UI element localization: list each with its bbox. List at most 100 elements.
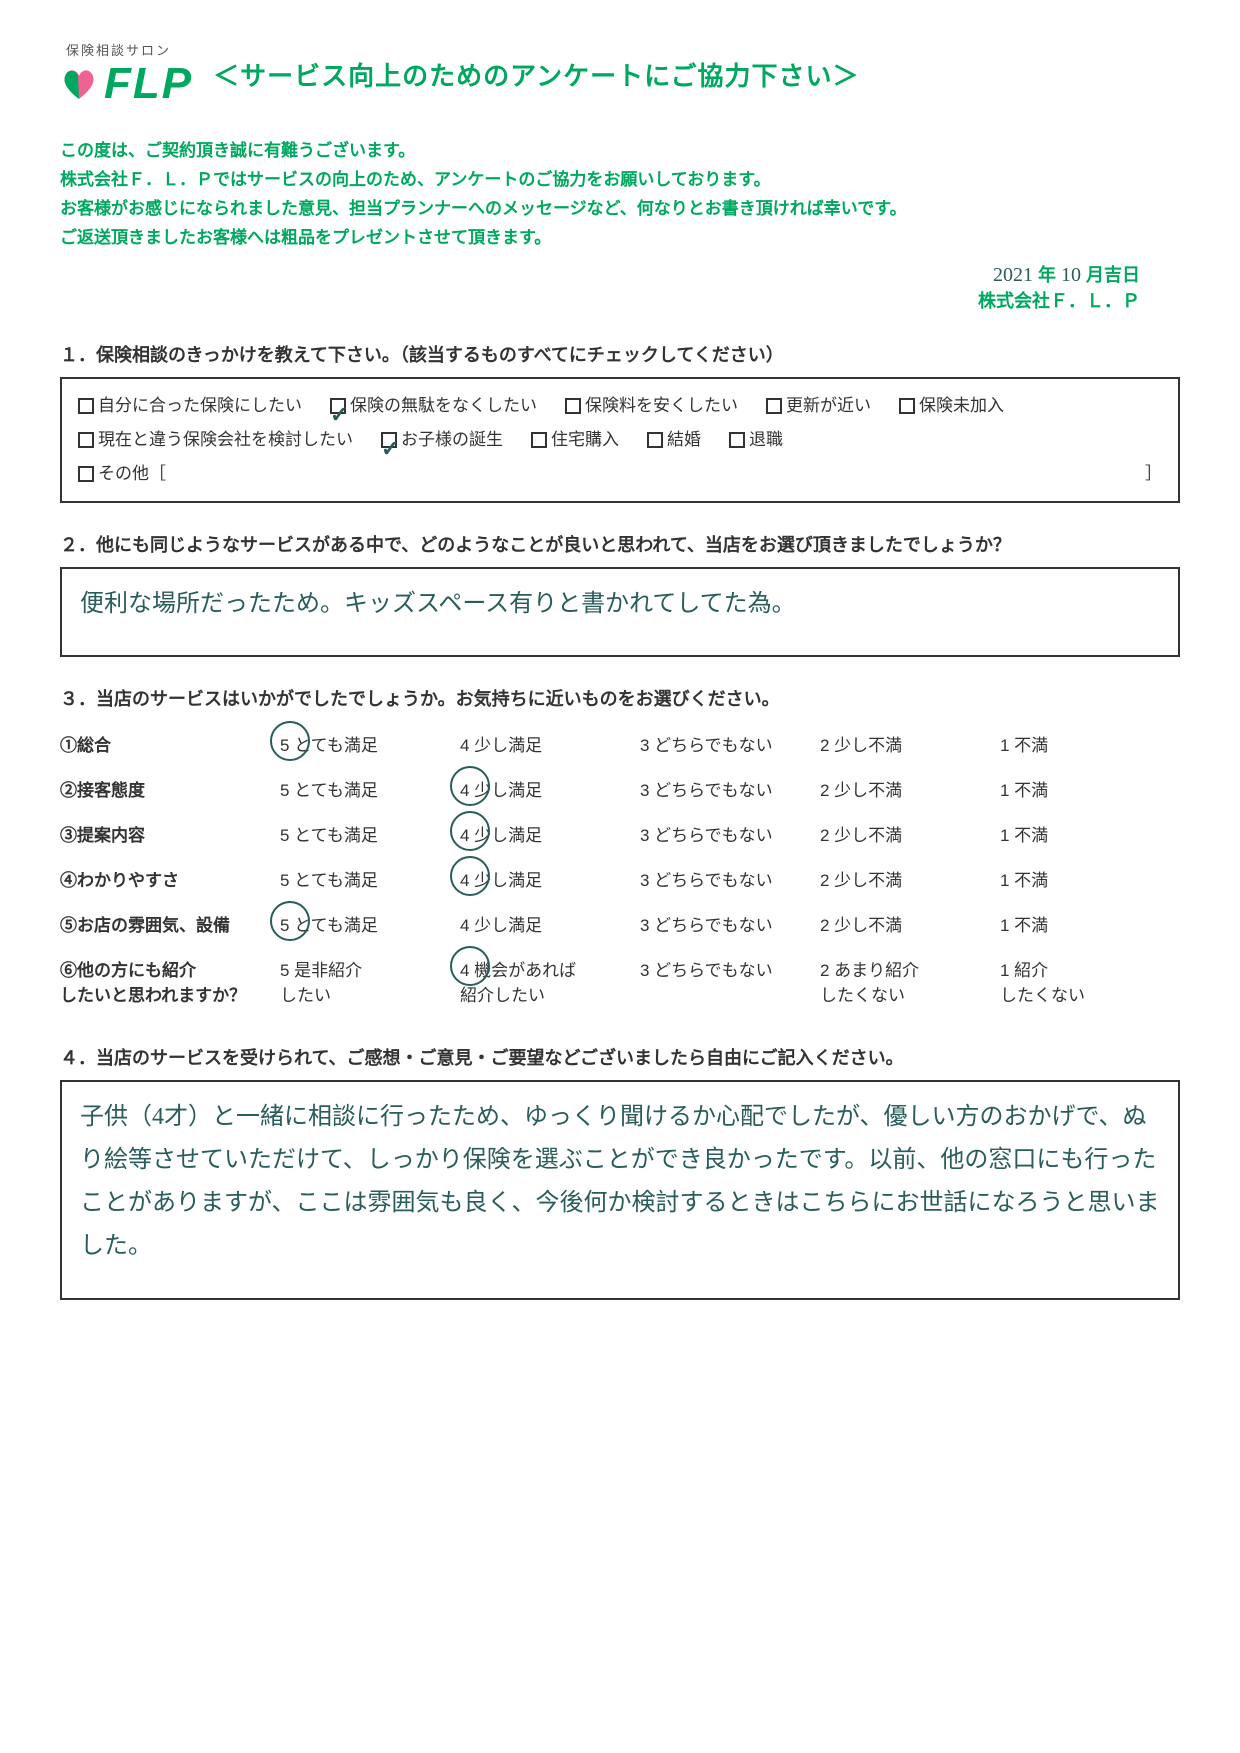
rating-option[interactable]: 1 不満 <box>1000 866 1180 891</box>
rating-option[interactable]: 3 どちらでもない <box>640 911 820 936</box>
q1-label: １．保険相談のきっかけを教えて下さい。（該当するものすべてにチェックしてください… <box>60 341 1180 367</box>
rating-option[interactable]: 4 少し満足 <box>460 731 640 756</box>
company-name: 株式会社Ｆ．Ｌ．Ｐ <box>60 287 1140 313</box>
q4-answer: 子供（4才）と一緒に相談に行ったため、ゆっくり聞けるか心配でしたが、優しい方のお… <box>80 1096 1160 1269</box>
q1-option-label: 退職 <box>749 423 783 457</box>
q1-option[interactable]: 保険料を安くしたい <box>565 389 738 423</box>
rating-label: ①総合 <box>60 731 280 756</box>
rating-option[interactable]: 5 是非紹介したい <box>280 956 460 1006</box>
q1-option-label: お子様の誕生 <box>401 423 503 457</box>
rating-label: ③提案内容 <box>60 821 280 846</box>
checkbox-icon <box>531 432 547 448</box>
year-hand: 2021 <box>993 264 1033 286</box>
rating-label: ⑤お店の雰囲気、設備 <box>60 911 280 936</box>
rating-option[interactable]: 4 少し満足 <box>460 776 640 801</box>
rating-option[interactable]: 3 どちらでもない <box>640 821 820 846</box>
q4-answer-box[interactable]: 子供（4才）と一緒に相談に行ったため、ゆっくり聞けるか心配でしたが、優しい方のお… <box>60 1080 1180 1300</box>
rating-option[interactable]: 3 どちらでもない <box>640 866 820 891</box>
logo-tagline: 保険相談サロン <box>66 40 193 59</box>
checkbox-icon <box>78 432 94 448</box>
rating-option[interactable]: 5 とても満足 <box>280 866 460 891</box>
q1-option[interactable]: 現在と違う保険会社を検討したい <box>78 423 353 457</box>
q1-option-label: 現在と違う保険会社を検討したい <box>98 423 353 457</box>
q1-option[interactable]: 自分に合った保険にしたい <box>78 389 302 423</box>
checkbox-icon <box>766 398 782 414</box>
rating-option[interactable]: 1 不満 <box>1000 731 1180 756</box>
rating-option[interactable]: 2 少し不満 <box>820 776 1000 801</box>
rating-option[interactable]: 3 どちらでもない <box>640 731 820 756</box>
circle-mark-icon <box>450 856 490 896</box>
rating-option[interactable]: 2 少し不満 <box>820 911 1000 936</box>
q1-option-label: 住宅購入 <box>551 423 619 457</box>
intro-block: この度は、ご契約頂き誠に有難うございます。 株式会社Ｆ．Ｌ．Ｐではサービスの向上… <box>60 137 1180 253</box>
q4-label: ４．当店のサービスを受けられて、ご感想・ご意見・ご要望などございましたら自由にご… <box>60 1044 1180 1070</box>
rating-option[interactable]: 3 どちらでもない <box>640 776 820 801</box>
heart-icon <box>60 67 98 101</box>
checkbox-icon <box>78 466 94 482</box>
q1-option-label: 保険未加入 <box>919 389 1004 423</box>
q1-option[interactable]: 住宅購入 <box>531 423 619 457</box>
intro-line: お客様がお感じになられました意見、担当プランナーへのメッセージなど、何なりとお書… <box>60 195 1180 224</box>
q1-other[interactable]: その他［ <box>78 457 166 491</box>
logo: 保険相談サロン FLP <box>60 40 193 109</box>
rating-option[interactable]: 3 どちらでもない <box>640 956 820 1006</box>
date-line: 2021 年 10 月吉日 <box>993 265 1140 285</box>
rating-option[interactable]: 4 機会があれば紹介したい <box>460 956 640 1006</box>
q1-option-label: 保険料を安くしたい <box>585 389 738 423</box>
logo-text: FLP <box>104 59 193 109</box>
q1-option-label: 自分に合った保険にしたい <box>98 389 302 423</box>
q1-option[interactable]: 退職 <box>729 423 783 457</box>
rating-row: ④わかりやすさ5 とても満足4 少し満足3 どちらでもない2 少し不満1 不満 <box>60 856 1180 901</box>
circle-mark-icon <box>270 721 310 761</box>
page-title: ＜サービス向上のためのアンケートにご協力下さい＞ <box>213 56 859 93</box>
intro-line: この度は、ご契約頂き誠に有難うございます。 <box>60 137 1180 166</box>
rating-options: 5 とても満足4 少し満足3 どちらでもない2 少し不満1 不満 <box>280 821 1180 846</box>
month-hand: 10 <box>1061 264 1081 286</box>
q1-option[interactable]: お子様の誕生 <box>381 423 503 457</box>
rating-option[interactable]: 4 少し満足 <box>460 821 640 846</box>
q1-option[interactable]: 保険未加入 <box>899 389 1004 423</box>
question-1: １．保険相談のきっかけを教えて下さい。（該当するものすべてにチェックしてください… <box>60 341 1180 503</box>
rating-option[interactable]: 4 少し満足 <box>460 866 640 891</box>
rating-option[interactable]: 2 少し不満 <box>820 866 1000 891</box>
q1-row-2: 現在と違う保険会社を検討したい お子様の誕生 住宅購入 結婚 退職 <box>78 423 1162 457</box>
q2-answer: 便利な場所だったため。キッズスペース有りと書かれてしてた為。 <box>80 583 1160 626</box>
rating-option[interactable]: 5 とても満足 <box>280 731 460 756</box>
rating-option[interactable]: 5 とても満足 <box>280 776 460 801</box>
q1-other-label: その他［ <box>98 457 166 491</box>
rating-row: ⑥他の方にも紹介したいと思われますか？5 是非紹介したい4 機会があれば紹介した… <box>60 946 1180 1016</box>
rating-option[interactable]: 1 紹介したくない <box>1000 956 1180 1006</box>
rating-option[interactable]: 2 少し不満 <box>820 821 1000 846</box>
rating-options: 5 とても満足4 少し満足3 どちらでもない2 少し不満1 不満 <box>280 866 1180 891</box>
rating-option[interactable]: 2 あまり紹介したくない <box>820 956 1000 1006</box>
q1-option[interactable]: 結婚 <box>647 423 701 457</box>
rating-options: 5 とても満足4 少し満足3 どちらでもない2 少し不満1 不満 <box>280 911 1180 936</box>
q1-option-label: 結婚 <box>667 423 701 457</box>
rating-row: ①総合5 とても満足4 少し満足3 どちらでもない2 少し不満1 不満 <box>60 721 1180 766</box>
q2-answer-box[interactable]: 便利な場所だったため。キッズスペース有りと書かれてしてた為。 <box>60 567 1180 657</box>
q3-label: ３．当店のサービスはいかがでしたでしょうか。お気持ちに近いものをお選びください。 <box>60 685 1180 711</box>
question-3: ３．当店のサービスはいかがでしたでしょうか。お気持ちに近いものをお選びください。… <box>60 685 1180 1016</box>
rating-options: 5 とても満足4 少し満足3 どちらでもない2 少し不満1 不満 <box>280 776 1180 801</box>
q1-option[interactable]: 保険の無駄をなくしたい <box>330 389 537 423</box>
question-2: ２．他にも同じようなサービスがある中で、どのようなことが良いと思われて、当店をお… <box>60 531 1180 657</box>
rating-row: ③提案内容5 とても満足4 少し満足3 どちらでもない2 少し不満1 不満 <box>60 811 1180 856</box>
checkbox-icon <box>78 398 94 414</box>
q1-row-other: その他［ ］ <box>78 457 1162 491</box>
q1-option-box: 自分に合った保険にしたい保険の無駄をなくしたい 保険料を安くしたい更新が近い 保険未… <box>60 377 1180 503</box>
rating-label: ⑥他の方にも紹介したいと思われますか？ <box>60 956 280 1006</box>
checkbox-icon <box>647 432 663 448</box>
date-block: 2021 年 10 月吉日 <box>60 261 1140 287</box>
rating-option[interactable]: 1 不満 <box>1000 911 1180 936</box>
rating-row: ②接客態度5 とても満足4 少し満足3 どちらでもない2 少し不満1 不満 <box>60 766 1180 811</box>
checkbox-icon <box>729 432 745 448</box>
rating-option[interactable]: 5 とても満足 <box>280 821 460 846</box>
rating-option[interactable]: 1 不満 <box>1000 776 1180 801</box>
rating-option[interactable]: 4 少し満足 <box>460 911 640 936</box>
rating-option[interactable]: 2 少し不満 <box>820 731 1000 756</box>
rating-options: 5 是非紹介したい4 機会があれば紹介したい3 どちらでもない2 あまり紹介した… <box>280 956 1180 1006</box>
rating-option[interactable]: 1 不満 <box>1000 821 1180 846</box>
circle-mark-icon <box>450 766 490 806</box>
q1-option[interactable]: 更新が近い <box>766 389 871 423</box>
rating-option[interactable]: 5 とても満足 <box>280 911 460 936</box>
